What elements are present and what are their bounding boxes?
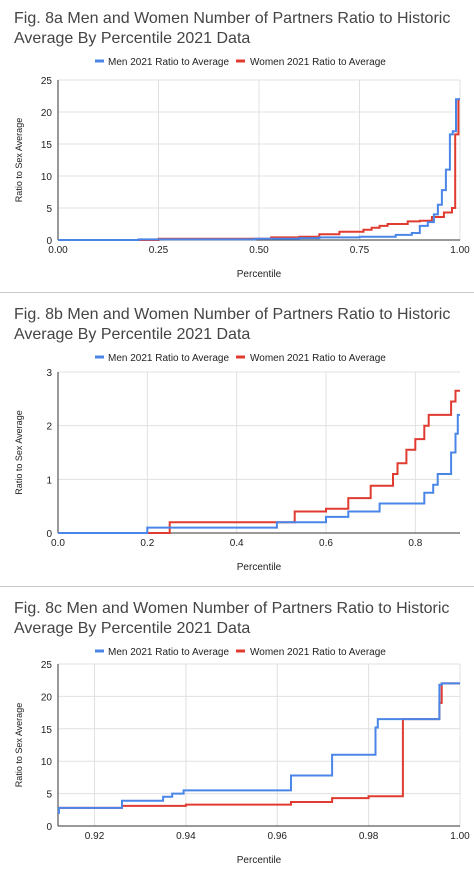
y-axis-label: Ratio to Sex Average xyxy=(14,410,24,494)
x-tick-label: 0.6 xyxy=(319,538,333,549)
x-axis-label: Percentile xyxy=(237,562,282,573)
chart-8b-svg: Fig. 8b Men and Women Number of Partners… xyxy=(14,306,460,573)
legend-label-women: Women 2021 Ratio to Average xyxy=(250,57,386,68)
legend-label-men: Men 2021 Ratio to Average xyxy=(108,57,229,68)
y-tick-label: 20 xyxy=(41,692,53,703)
legend-label-women: Women 2021 Ratio to Average xyxy=(250,353,386,364)
chart-panel-8c: Fig. 8c Men and Women Number of Partners… xyxy=(0,590,474,878)
x-tick-label: 0.92 xyxy=(85,831,105,842)
chart-8a-svg: Fig. 8a Men and Women Number of Partners… xyxy=(14,10,470,280)
panel-divider xyxy=(0,292,474,293)
y-tick-label: 0 xyxy=(46,236,52,247)
y-axis-label: Ratio to Sex Average xyxy=(14,703,24,787)
chart-title-line1: Fig. 8c Men and Women Number of Partners… xyxy=(14,600,449,617)
y-tick-label: 5 xyxy=(46,790,52,801)
y-tick-label: 0 xyxy=(46,822,52,833)
y-tick-label: 3 xyxy=(46,368,52,379)
x-tick-label: 1.00 xyxy=(450,245,470,256)
chart-title-line2: Average By Percentile 2021 Data xyxy=(14,620,250,637)
series-line-women xyxy=(58,389,460,534)
x-tick-label: 0.94 xyxy=(176,831,196,842)
y-axis-label: Ratio to Sex Average xyxy=(14,118,24,202)
chart-8c-svg: Fig. 8c Men and Women Number of Partners… xyxy=(14,600,470,866)
x-axis-label: Percentile xyxy=(237,855,282,866)
series-line-women xyxy=(58,682,460,809)
x-axis-label: Percentile xyxy=(237,269,282,280)
x-tick-label: 0.2 xyxy=(140,538,154,549)
chart-title-line2: Average By Percentile 2021 Data xyxy=(14,30,250,47)
y-tick-label: 10 xyxy=(41,172,53,183)
y-tick-label: 2 xyxy=(46,422,52,433)
y-tick-label: 15 xyxy=(41,725,53,736)
x-tick-label: 0.50 xyxy=(249,245,269,256)
legend-label-men: Men 2021 Ratio to Average xyxy=(108,353,229,364)
x-tick-label: 0.0 xyxy=(51,538,65,549)
x-tick-label: 0.8 xyxy=(408,538,422,549)
x-tick-label: 0.98 xyxy=(359,831,379,842)
y-tick-label: 25 xyxy=(41,76,53,87)
chart-title-line1: Fig. 8b Men and Women Number of Partners… xyxy=(14,306,450,323)
series-line-men xyxy=(58,98,460,241)
y-tick-label: 5 xyxy=(46,204,52,215)
x-tick-label: 0.25 xyxy=(149,245,169,256)
x-tick-label: 0.96 xyxy=(268,831,288,842)
y-tick-label: 20 xyxy=(41,108,53,119)
series-line-men xyxy=(57,682,460,814)
x-tick-label: 1.00 xyxy=(450,831,470,842)
y-tick-label: 25 xyxy=(41,660,53,671)
chart-title-line2: Average By Percentile 2021 Data xyxy=(14,326,250,343)
y-tick-label: 1 xyxy=(46,475,52,486)
y-tick-label: 0 xyxy=(46,529,52,540)
x-tick-label: 0.75 xyxy=(350,245,370,256)
series-line-men xyxy=(58,413,460,534)
chart-panel-8a: Fig. 8a Men and Women Number of Partners… xyxy=(0,0,474,288)
chart-title-line1: Fig. 8a Men and Women Number of Partners… xyxy=(14,10,450,27)
chart-panel-8b: Fig. 8b Men and Women Number of Partners… xyxy=(0,296,474,584)
y-tick-label: 10 xyxy=(41,757,53,768)
y-tick-label: 15 xyxy=(41,140,53,151)
panel-divider xyxy=(0,586,474,587)
legend-label-women: Women 2021 Ratio to Average xyxy=(250,647,386,658)
legend-label-men: Men 2021 Ratio to Average xyxy=(108,647,229,658)
x-tick-label: 0.00 xyxy=(48,245,68,256)
x-tick-label: 0.4 xyxy=(230,538,244,549)
